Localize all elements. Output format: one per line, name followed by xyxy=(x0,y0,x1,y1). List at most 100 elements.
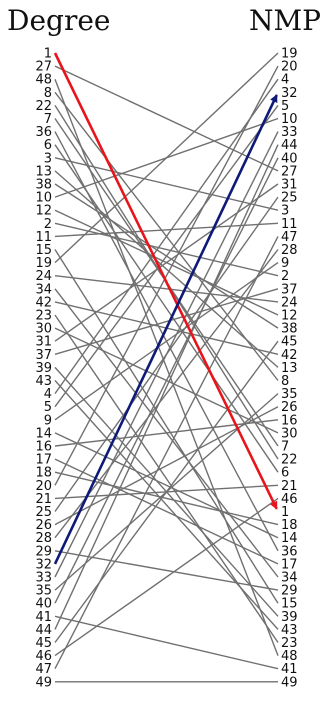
left-label-15: 15 xyxy=(35,243,52,258)
left-label-1: 1 xyxy=(44,47,52,62)
left-label-7: 7 xyxy=(44,112,52,127)
right-label-49: 49 xyxy=(281,675,298,690)
left-label-24: 24 xyxy=(35,269,52,284)
left-label-43: 43 xyxy=(35,374,52,389)
left-label-3: 3 xyxy=(44,151,52,166)
connection-line-node-44 xyxy=(54,144,279,630)
right-label-11: 11 xyxy=(281,217,298,232)
right-label-28: 28 xyxy=(281,243,298,258)
connection-line-node-31 xyxy=(54,183,279,342)
right-label-42: 42 xyxy=(281,348,298,363)
right-label-46: 46 xyxy=(281,492,298,507)
left-label-16: 16 xyxy=(35,440,52,455)
right-label-24: 24 xyxy=(281,295,298,310)
connection-line-node-33 xyxy=(54,131,279,578)
right-label-2: 2 xyxy=(281,269,289,284)
right-label-34: 34 xyxy=(281,571,298,586)
right-rank-labels: 1920432510334440273125311472892372412384… xyxy=(281,47,298,691)
right-label-32: 32 xyxy=(281,86,298,101)
connection-line-node-3 xyxy=(54,157,279,211)
right-label-6: 6 xyxy=(281,466,289,481)
left-label-34: 34 xyxy=(35,282,52,297)
left-label-8: 8 xyxy=(44,86,52,101)
left-label-41: 41 xyxy=(35,610,52,625)
left-label-18: 18 xyxy=(35,466,52,481)
right-label-27: 27 xyxy=(281,164,298,179)
right-label-12: 12 xyxy=(281,309,298,324)
right-label-22: 22 xyxy=(281,453,298,468)
right-label-39: 39 xyxy=(281,610,298,625)
right-label-1: 1 xyxy=(281,505,289,520)
right-column-title: NMP xyxy=(249,4,321,37)
connection-line-node-17 xyxy=(54,458,279,565)
left-label-25: 25 xyxy=(35,505,52,520)
left-label-31: 31 xyxy=(35,335,52,350)
right-label-23: 23 xyxy=(281,636,298,651)
left-label-17: 17 xyxy=(35,453,52,468)
left-label-5: 5 xyxy=(44,400,52,415)
highlight-arrow-node-32 xyxy=(53,94,278,565)
right-label-20: 20 xyxy=(281,60,298,75)
right-label-47: 47 xyxy=(281,230,298,245)
right-label-38: 38 xyxy=(281,322,298,337)
left-label-40: 40 xyxy=(35,597,52,612)
connection-line-node-20 xyxy=(54,65,279,486)
connection-line-node-47 xyxy=(54,236,279,670)
connection-line-node-40 xyxy=(54,157,279,604)
right-label-37: 37 xyxy=(281,282,298,297)
connection-line-node-13 xyxy=(54,170,279,368)
connection-line-node-4 xyxy=(54,78,279,395)
right-label-8: 8 xyxy=(281,374,289,389)
left-label-28: 28 xyxy=(35,531,52,546)
left-label-48: 48 xyxy=(35,73,52,88)
left-label-23: 23 xyxy=(35,309,52,324)
left-label-4: 4 xyxy=(44,387,52,402)
left-label-33: 33 xyxy=(35,571,52,586)
left-label-38: 38 xyxy=(35,178,52,193)
left-label-46: 46 xyxy=(35,649,52,664)
right-label-30: 30 xyxy=(281,426,298,441)
right-label-41: 41 xyxy=(281,662,298,677)
left-label-30: 30 xyxy=(35,322,52,337)
right-label-48: 48 xyxy=(281,649,298,664)
connection-line-node-5 xyxy=(54,104,279,408)
left-label-21: 21 xyxy=(35,492,52,507)
connection-line-node-46 xyxy=(54,497,279,657)
left-label-20: 20 xyxy=(35,479,52,494)
left-label-13: 13 xyxy=(35,164,52,179)
left-label-22: 22 xyxy=(35,99,52,114)
connection-line-node-19 xyxy=(54,52,279,264)
left-label-10: 10 xyxy=(35,191,52,206)
left-label-12: 12 xyxy=(35,204,52,219)
right-label-18: 18 xyxy=(281,518,298,533)
connection-line-node-23 xyxy=(54,314,279,643)
connection-line-node-27 xyxy=(54,65,279,172)
right-label-29: 29 xyxy=(281,584,298,599)
right-label-17: 17 xyxy=(281,557,298,572)
right-label-16: 16 xyxy=(281,413,298,428)
left-label-49: 49 xyxy=(35,675,52,690)
connection-line-node-48 xyxy=(54,78,279,656)
left-label-36: 36 xyxy=(35,125,52,140)
connection-lines xyxy=(54,52,279,683)
right-label-36: 36 xyxy=(281,544,298,559)
connection-line-node-6 xyxy=(54,144,279,473)
left-label-47: 47 xyxy=(35,662,52,677)
left-rank-labels: 1274882273663133810122111519243442233031… xyxy=(35,47,52,691)
connection-line-node-14 xyxy=(54,432,279,539)
left-label-9: 9 xyxy=(44,413,52,428)
right-label-21: 21 xyxy=(281,479,298,494)
right-label-25: 25 xyxy=(281,191,298,206)
connection-line-node-18 xyxy=(54,471,279,526)
connection-line-node-26 xyxy=(54,406,279,526)
right-label-31: 31 xyxy=(281,178,298,193)
right-label-26: 26 xyxy=(281,400,298,415)
right-label-43: 43 xyxy=(281,623,298,638)
left-column-title: Degree xyxy=(7,4,110,37)
left-label-35: 35 xyxy=(35,584,52,599)
connection-line-node-37 xyxy=(54,288,279,355)
connection-line-node-16 xyxy=(54,419,279,447)
left-label-45: 45 xyxy=(35,636,52,651)
left-label-6: 6 xyxy=(44,138,52,153)
